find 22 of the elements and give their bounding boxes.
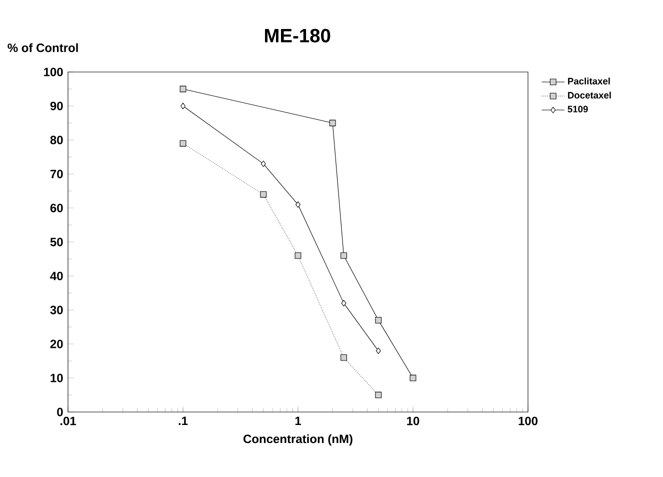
y-tick-label: 30 — [50, 306, 63, 314]
y-tick-label: 20 — [50, 340, 63, 348]
x-tick-label: 1 — [295, 416, 301, 425]
x-tick-label: .1 — [178, 416, 188, 425]
x-axis-title: Concentration (nM) — [244, 434, 352, 446]
y-tick-label: 40 — [50, 272, 63, 280]
y-tick-label: 100 — [44, 68, 63, 76]
y-tick-label: 60 — [50, 204, 63, 212]
x-tick-label: 10 — [407, 416, 420, 426]
legend-label: Paclitaxel — [568, 78, 610, 84]
y-tick-label: 80 — [50, 136, 63, 144]
y-axis-title: % of Control — [8, 43, 78, 52]
legend-label: 5109 — [568, 106, 588, 112]
chart-title: ME-180 — [265, 28, 330, 42]
y-tick-label: 90 — [50, 102, 63, 110]
y-tick-label: 0 — [57, 408, 63, 416]
y-tick-label: 70 — [50, 170, 63, 178]
y-tick-label: 50 — [50, 238, 63, 246]
x-tick-label: .01 — [60, 416, 76, 426]
x-tick-label: 100 — [518, 416, 538, 426]
legend-label: Docetaxel — [568, 92, 611, 99]
y-tick-label: 10 — [50, 374, 63, 382]
